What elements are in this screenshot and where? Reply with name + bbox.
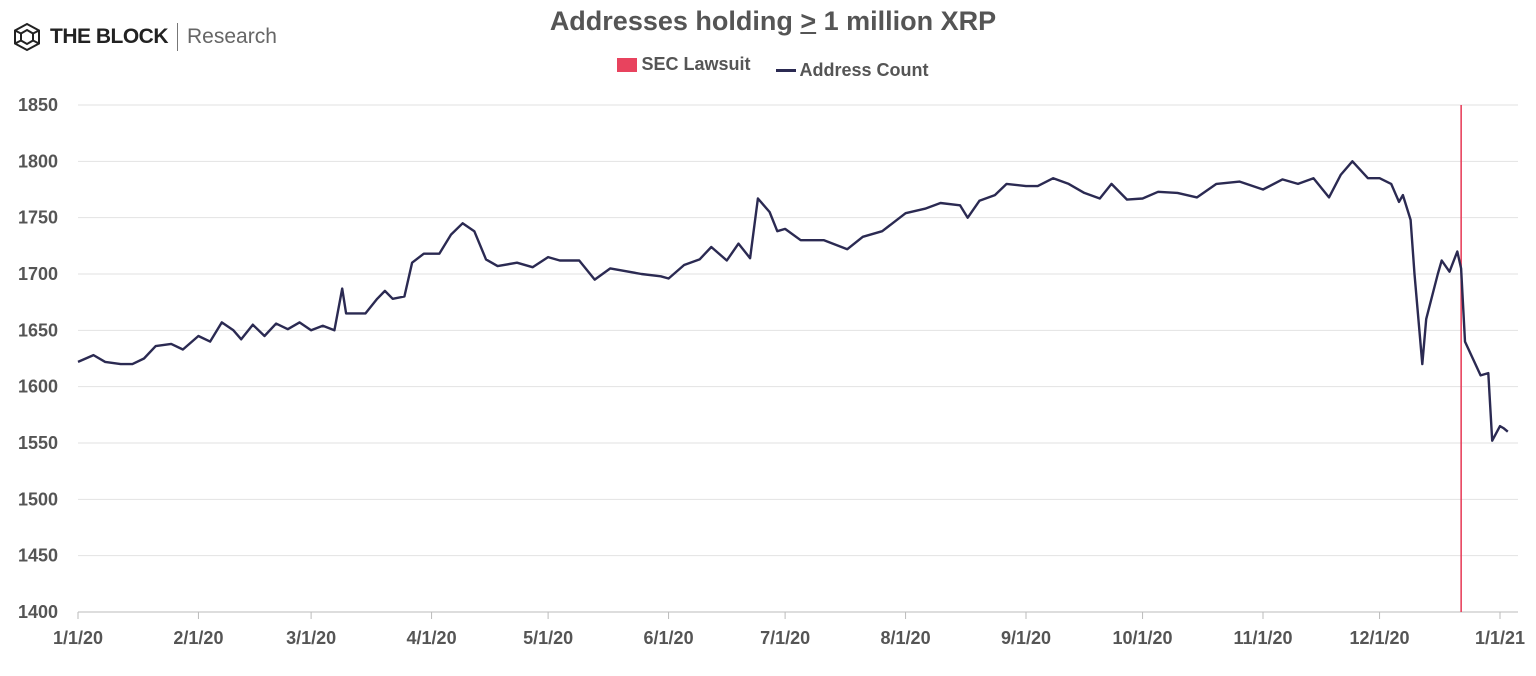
y-tick-label: 1600 xyxy=(18,377,58,397)
y-tick-label: 1550 xyxy=(18,433,58,453)
legend-label: Address Count xyxy=(799,59,929,80)
legend-label: SEC Lawsuit xyxy=(641,54,751,74)
legend-swatch xyxy=(775,68,796,72)
y-tick-label: 1400 xyxy=(18,602,58,622)
x-tick-label: 2/1/20 xyxy=(173,628,223,648)
y-tick-label: 1500 xyxy=(18,489,58,509)
x-tick-label: 3/1/20 xyxy=(286,628,336,648)
x-tick-label: 10/1/20 xyxy=(1113,628,1173,648)
y-tick-label: 1450 xyxy=(18,546,58,566)
cube-icon xyxy=(14,22,40,52)
legend-swatch xyxy=(617,57,638,72)
x-tick-label: 5/1/20 xyxy=(523,628,573,648)
logo: THE BLOCK Research xyxy=(12,22,277,52)
y-tick-label: 1800 xyxy=(18,151,58,171)
address-count-line xyxy=(77,160,1509,442)
legend-item-sec-lawsuit: SEC Lawsuit xyxy=(617,54,751,75)
chart-title: Addresses holding > 1 million XRP xyxy=(0,6,1536,37)
title-symbol: > xyxy=(800,6,817,36)
title-part: 1 million XRP xyxy=(816,6,997,36)
x-tick-label: 1/1/21 xyxy=(1475,628,1525,648)
logo-sub: Research xyxy=(187,25,277,48)
logo-divider xyxy=(177,23,178,51)
x-tick-label: 11/1/20 xyxy=(1233,628,1292,648)
legend-item-address-count: Address Count xyxy=(775,59,929,81)
x-tick-label: 8/1/20 xyxy=(881,628,931,648)
x-tick-label: 4/1/20 xyxy=(407,628,457,648)
y-tick-label: 1650 xyxy=(18,320,58,340)
y-tick-label: 1850 xyxy=(18,95,58,115)
x-tick-label: 6/1/20 xyxy=(644,628,694,648)
title-part: Addresses holding xyxy=(549,6,801,36)
legend: SEC Lawsuit Address Count xyxy=(0,54,1536,81)
y-tick-label: 1700 xyxy=(18,264,58,284)
x-tick-label: 1/1/20 xyxy=(53,628,103,648)
x-tick-label: 7/1/20 xyxy=(760,628,810,648)
y-tick-label: 1750 xyxy=(18,208,58,228)
x-tick-label: 9/1/20 xyxy=(1001,628,1051,648)
x-tick-label: 12/1/20 xyxy=(1350,628,1410,648)
logo-brand: THE BLOCK xyxy=(50,25,169,48)
